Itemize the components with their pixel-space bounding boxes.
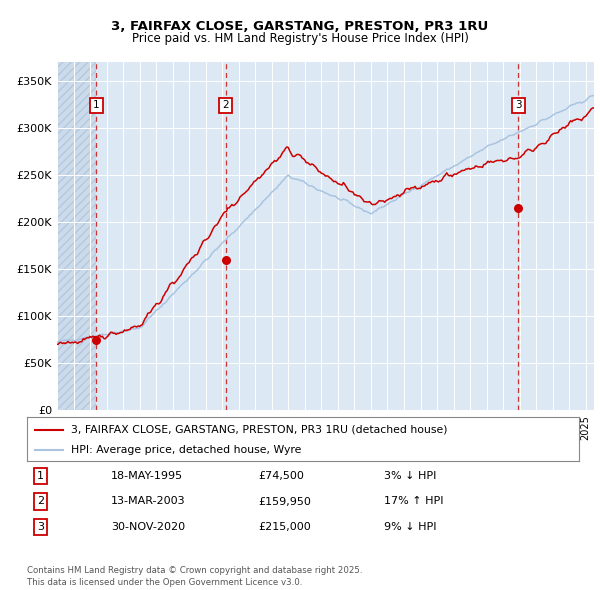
Text: 2: 2 <box>37 497 44 506</box>
Bar <box>57 62 97 410</box>
Text: £159,950: £159,950 <box>258 497 311 506</box>
Text: HPI: Average price, detached house, Wyre: HPI: Average price, detached house, Wyre <box>71 445 302 455</box>
Text: 13-MAR-2003: 13-MAR-2003 <box>111 497 185 506</box>
Text: Price paid vs. HM Land Registry's House Price Index (HPI): Price paid vs. HM Land Registry's House … <box>131 32 469 45</box>
Text: £74,500: £74,500 <box>258 471 304 481</box>
Text: 3% ↓ HPI: 3% ↓ HPI <box>384 471 436 481</box>
Text: 30-NOV-2020: 30-NOV-2020 <box>111 522 185 532</box>
Text: 18-MAY-1995: 18-MAY-1995 <box>111 471 183 481</box>
Text: 17% ↑ HPI: 17% ↑ HPI <box>384 497 443 506</box>
Text: 3, FAIRFAX CLOSE, GARSTANG, PRESTON, PR3 1RU: 3, FAIRFAX CLOSE, GARSTANG, PRESTON, PR3… <box>112 20 488 33</box>
Text: 1: 1 <box>93 100 100 110</box>
Text: 3: 3 <box>37 522 44 532</box>
Text: 1: 1 <box>37 471 44 481</box>
Text: £215,000: £215,000 <box>258 522 311 532</box>
Text: 2: 2 <box>222 100 229 110</box>
Text: Contains HM Land Registry data © Crown copyright and database right 2025.
This d: Contains HM Land Registry data © Crown c… <box>27 566 362 587</box>
Text: 3, FAIRFAX CLOSE, GARSTANG, PRESTON, PR3 1RU (detached house): 3, FAIRFAX CLOSE, GARSTANG, PRESTON, PR3… <box>71 425 448 434</box>
Text: 9% ↓ HPI: 9% ↓ HPI <box>384 522 437 532</box>
Text: 3: 3 <box>515 100 521 110</box>
